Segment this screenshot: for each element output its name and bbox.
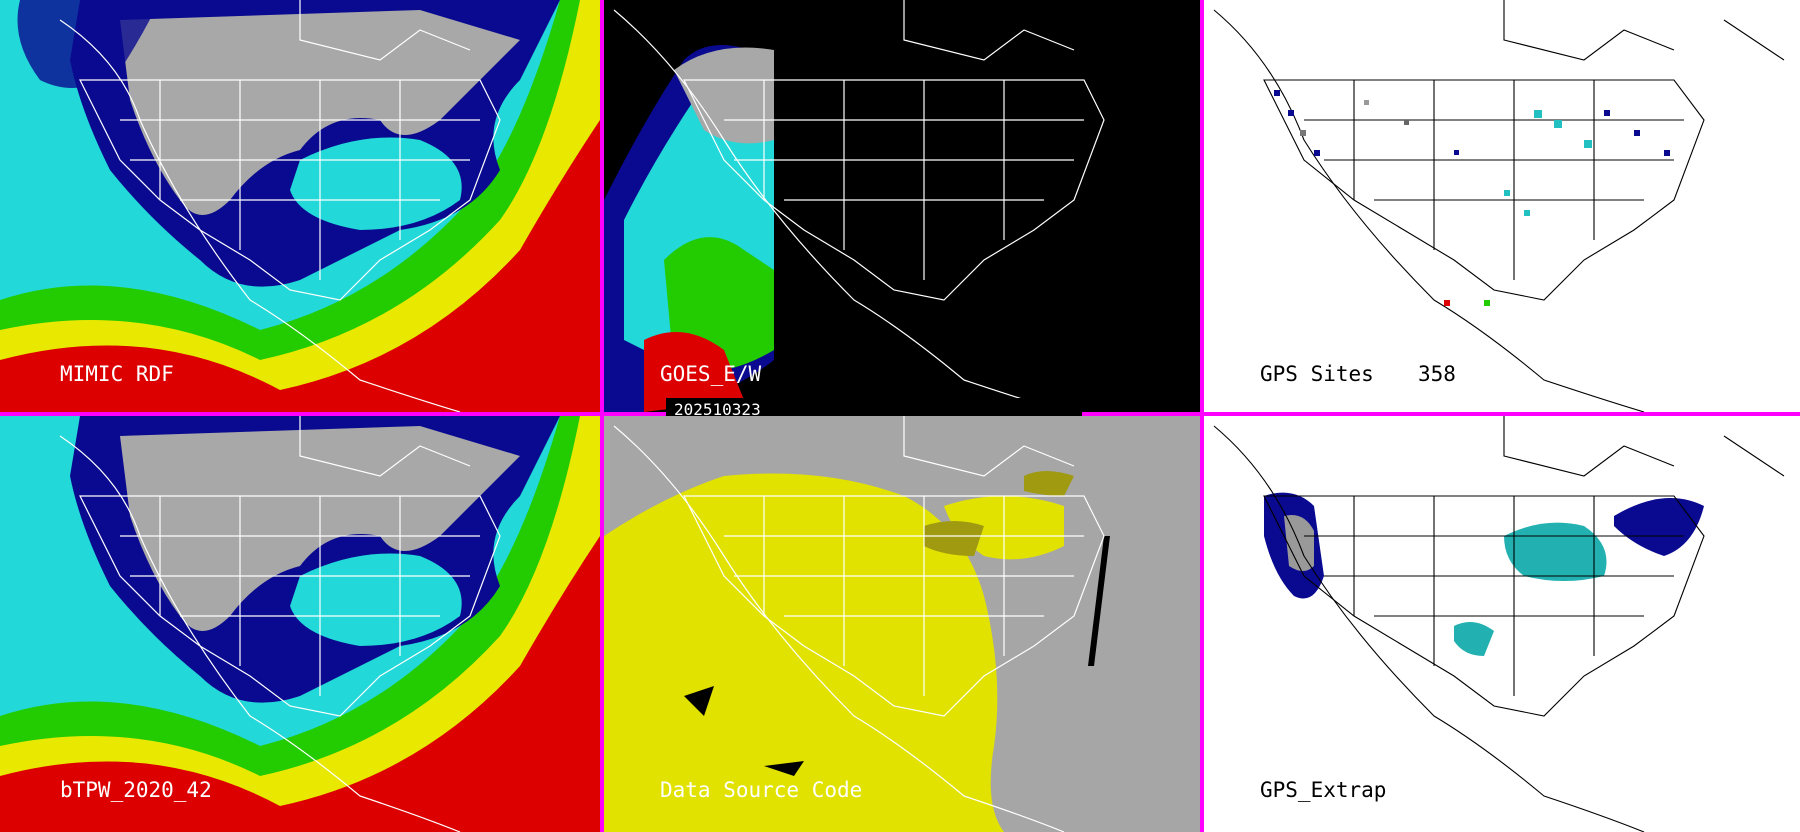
- panel-label: GOES_E/W: [660, 362, 762, 386]
- panel-data-source-code: Data Source Code: [604, 416, 1200, 832]
- panel-label: GPS Sites: [1260, 362, 1374, 386]
- panel-label: MIMIC RDF: [60, 362, 174, 386]
- panel-label: GPS_Extrap: [1260, 778, 1387, 802]
- gps-site-markers: [1274, 90, 1670, 306]
- panel-label: Data Source Code: [660, 778, 863, 802]
- panel-label: bTPW_2020_42: [60, 778, 212, 802]
- gps-sites-map: [1204, 0, 1800, 412]
- panel-gps-sites: GPS Sites 358: [1204, 0, 1800, 412]
- panel-goes-ew: GOES_E/W: [604, 0, 1200, 412]
- panel-gps-extrap: GPS_Extrap: [1204, 416, 1800, 832]
- goes-ew-map: [604, 0, 1200, 412]
- gps-extrap-map: [1204, 416, 1800, 832]
- timestamp-badge: 202510323: [666, 398, 1082, 419]
- data-source-code-map: [604, 416, 1200, 832]
- panel-btpw: bTPW_2020_42: [0, 416, 600, 832]
- site-count: 358: [1418, 362, 1456, 386]
- btpw-map: [0, 416, 600, 832]
- panel-mimic-rdf: MIMIC RDF: [0, 0, 600, 412]
- mimic-rdf-map: [0, 0, 600, 412]
